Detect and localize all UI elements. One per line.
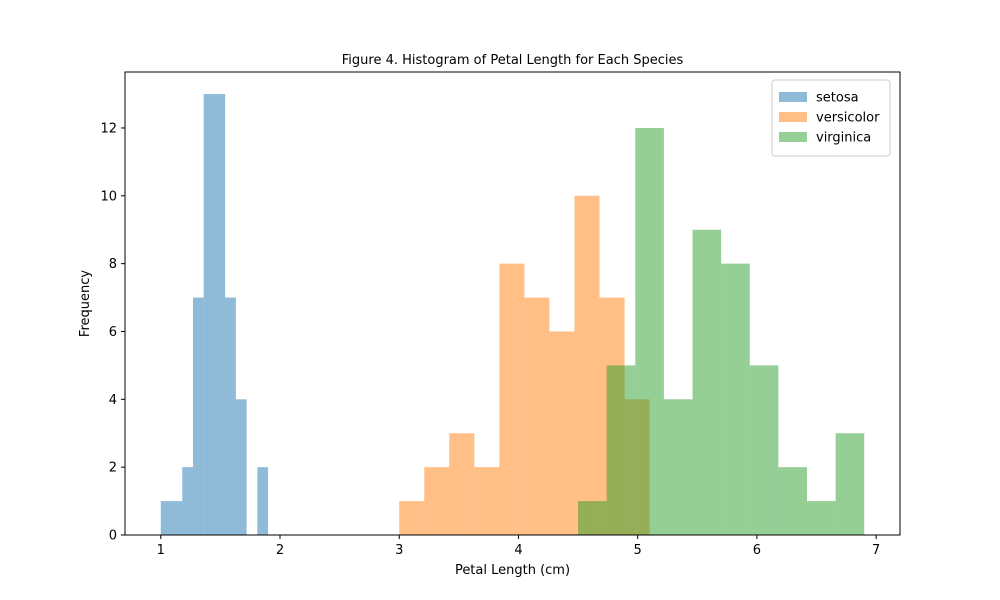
- y-tick-label-2: 2: [109, 461, 117, 476]
- bar-versicolor-7: [574, 195, 600, 536]
- bar-setosa-3: [203, 94, 226, 536]
- axes-frame: [124, 71, 901, 536]
- x-tick-label-3: 3: [395, 543, 403, 558]
- bar-versicolor-0: [399, 501, 425, 535]
- bar-versicolor-5: [524, 297, 550, 535]
- y-tick-label-12: 12: [100, 121, 117, 136]
- x-tick-label-2: 2: [276, 543, 284, 558]
- bar-versicolor-2: [449, 433, 475, 535]
- legend-label-virginica: virginica: [816, 131, 871, 146]
- bar-virginica-8: [807, 501, 836, 535]
- x-tick-label-4: 4: [514, 543, 522, 558]
- y-axis: 0 2 4 6 8 10 12: [100, 121, 125, 544]
- bar-setosa-4: [225, 297, 236, 535]
- bar-setosa-0: [160, 501, 183, 535]
- bar-virginica-7: [778, 467, 807, 535]
- bar-virginica-9: [835, 433, 865, 535]
- y-tick-label-6: 6: [109, 325, 117, 340]
- bar-virginica-0: [578, 501, 607, 535]
- bar-virginica-3: [663, 399, 693, 535]
- bar-versicolor-4: [499, 263, 525, 535]
- bar-virginica-1: [606, 365, 636, 535]
- legend-label-setosa: setosa: [816, 91, 859, 106]
- legend-swatch-versicolor: [779, 112, 807, 122]
- bar-versicolor-3: [474, 467, 500, 535]
- y-axis-label: Frequency: [78, 270, 93, 337]
- x-tick-label-5: 5: [634, 543, 642, 558]
- x-tick-label-6: 6: [753, 543, 761, 558]
- bar-virginica-6: [749, 365, 779, 535]
- chart-title: Figure 4. Histogram of Petal Length for …: [342, 53, 684, 68]
- y-tick-label-4: 4: [109, 393, 117, 408]
- bar-virginica-4: [692, 229, 722, 535]
- y-tick-label-10: 10: [100, 189, 117, 204]
- bar-versicolor-1: [424, 467, 450, 535]
- bar-virginica-5: [721, 263, 750, 535]
- bar-setosa-2: [192, 297, 204, 535]
- bars-layer: [160, 94, 865, 536]
- bar-setosa-1: [182, 467, 193, 535]
- x-axis-label: Petal Length (cm): [455, 563, 570, 578]
- bar-versicolor-6: [549, 331, 575, 535]
- legend-label-versicolor: versicolor: [816, 111, 880, 126]
- legend-swatch-setosa: [779, 92, 807, 102]
- legend: setosa versicolor virginica: [771, 79, 891, 157]
- x-axis: 1 2 3 4 5 6 7: [157, 535, 880, 558]
- x-tick-label-7: 7: [872, 543, 880, 558]
- x-tick-label-1: 1: [157, 543, 165, 558]
- y-tick-label-0: 0: [109, 529, 117, 544]
- bar-setosa-6: [257, 467, 269, 535]
- bar-virginica-2: [635, 127, 664, 535]
- y-tick-label-8: 8: [109, 257, 117, 272]
- bar-setosa-5: [235, 399, 247, 535]
- legend-swatch-virginica: [779, 132, 807, 142]
